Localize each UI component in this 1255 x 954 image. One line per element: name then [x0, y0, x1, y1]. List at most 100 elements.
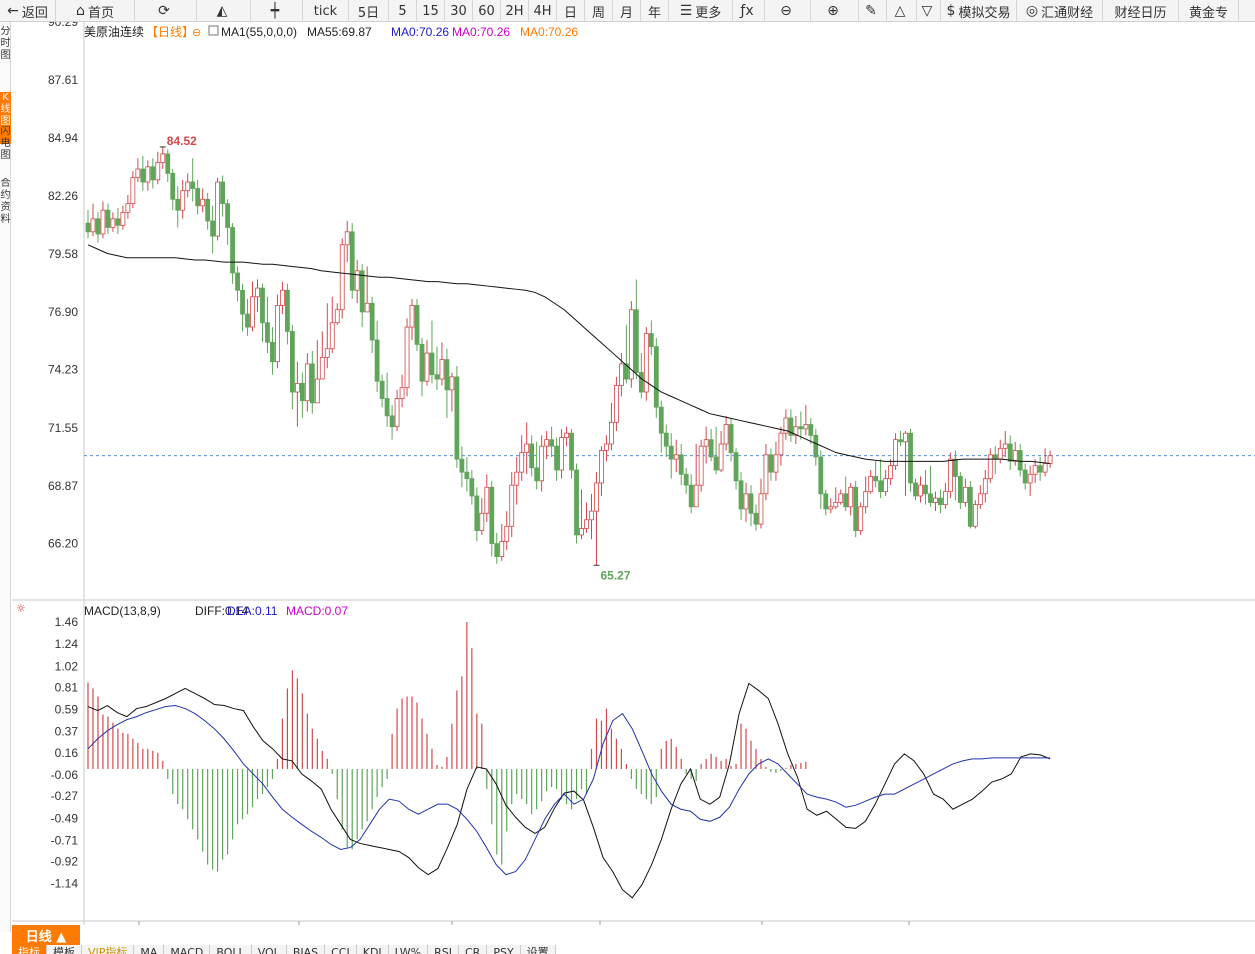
candle-down: [529, 443, 535, 469]
indicator-tab-4[interactable]: MACD: [164, 945, 211, 954]
tab-contract-info[interactable]: 合约资料: [0, 178, 11, 225]
indicator-tab-1[interactable]: 模板: [47, 945, 82, 954]
candle-down: [668, 445, 674, 460]
candle-up: [883, 478, 888, 493]
macd-tick-label-9: -0.49: [51, 811, 79, 825]
toolbar-item-26[interactable]: 财经日历: [1103, 0, 1179, 22]
candle-down: [878, 480, 884, 493]
toolbar-item-9[interactable]: 30: [445, 0, 473, 22]
indicator-tab-3[interactable]: MA: [134, 945, 165, 954]
indicator-tab-9[interactable]: KDJ: [356, 945, 389, 954]
toolbar-item-12[interactable]: 4H: [529, 0, 557, 22]
candle-up: [604, 443, 609, 451]
candle-up: [294, 382, 300, 393]
home-icon: ⌂: [76, 3, 85, 19]
candle-up: [514, 471, 520, 486]
toolbar-item-20[interactable]: ⊕: [811, 0, 859, 22]
indicator-tab-14[interactable]: 设置: [520, 945, 556, 954]
period-selector[interactable]: 日线 ▲: [12, 925, 80, 945]
candle-down: [1022, 469, 1028, 484]
candle-down: [554, 445, 559, 471]
candle-up: [594, 482, 599, 512]
indicator-tab-0[interactable]: 指标: [12, 945, 47, 954]
tab-kline[interactable]: K线图: [0, 92, 11, 144]
candle-down: [414, 305, 420, 345]
candle-down: [818, 456, 824, 495]
macd-tick-label-4: 0.59: [55, 703, 79, 717]
candle-down: [359, 270, 365, 313]
ma-legend-2: MA0:70.26: [391, 25, 449, 39]
toolbar-item-15[interactable]: 月: [613, 0, 641, 22]
candle-down: [569, 432, 574, 471]
toolbar-item-24[interactable]: $ 模拟交易: [941, 0, 1017, 22]
toolbar-item-6[interactable]: 5日: [349, 0, 389, 22]
kline-chart[interactable]: 90.29 87.61 84.94 82.26 79.58 76.90 74.23 71.55…: [12, 22, 1255, 925]
candle-up: [344, 231, 350, 246]
price-tick-label-8: 68.87: [48, 479, 78, 493]
candle-down: [374, 339, 380, 382]
top-toolbar: ← 返回 ⌂ 首页 ⟳ ◭ ┿ tick 5日 5 15 30 60 2H 4H 日周月年 ☰ 更多 ƒx ⊖ ⊕ ✎ △ ▽…: [0, 0, 1255, 22]
indicator-tab-5[interactable]: BOLL: [210, 945, 252, 954]
toolbar-item-22[interactable]: △: [887, 0, 917, 22]
toolbar-item-1[interactable]: ⌂ 首页: [56, 0, 135, 22]
indicator-tab-6[interactable]: VOL: [251, 945, 287, 954]
toolbar-item-7[interactable]: 5: [389, 0, 417, 22]
toolbar-item-0[interactable]: ← 返回: [0, 0, 56, 22]
tab-lightning[interactable]: 闪电图: [0, 126, 11, 161]
toolbar-item-5[interactable]: tick: [303, 0, 349, 22]
toolbar-item-17[interactable]: ☰ 更多: [669, 0, 733, 22]
toolbar-item-13[interactable]: 日: [557, 0, 585, 22]
toolbar-item-4[interactable]: ┿: [251, 0, 303, 22]
toolbar-item-2[interactable]: ⟳: [135, 0, 197, 22]
candle-down: [1007, 443, 1013, 462]
indicator-tab-12[interactable]: CR: [459, 945, 488, 954]
macd-tick-label-6: 0.16: [55, 746, 79, 760]
candle-down: [170, 172, 176, 200]
candle-down: [245, 313, 250, 328]
candle-up: [1042, 463, 1048, 473]
candle-up: [609, 421, 614, 445]
toolbar-item-27[interactable]: 黄金专: [1179, 0, 1239, 22]
candle-up: [364, 302, 370, 313]
toolbar-item-19[interactable]: ⊖: [765, 0, 811, 22]
toolbar-item-10[interactable]: 60: [473, 0, 501, 22]
indicator-tab-2[interactable]: VIP指标: [82, 945, 135, 954]
toolbar-item-11[interactable]: 2H: [501, 0, 529, 22]
price-tick-label-7: 71.55: [48, 421, 78, 435]
toolbar-item-8[interactable]: 15: [417, 0, 445, 22]
price-tick-label-2: 84.94: [48, 131, 78, 145]
candle-up: [524, 443, 530, 454]
indicator-tab-7[interactable]: BIAS: [286, 945, 326, 954]
indicator-tab-8[interactable]: CCI: [325, 945, 357, 954]
toolbar-item-25[interactable]: ◎ 汇通财经: [1017, 0, 1103, 22]
candle-up: [409, 305, 415, 328]
toolbar-label: 年: [647, 5, 661, 21]
toolbar-item-18[interactable]: ƒx: [733, 0, 765, 22]
indicator-tab-13[interactable]: PSY: [487, 945, 521, 954]
macd-legend-0: MACD(13,8,9): [84, 604, 161, 618]
candle-up: [903, 432, 908, 443]
candle-up: [848, 486, 854, 508]
candle-down: [753, 512, 759, 525]
tab-timeshare[interactable]: 分时图: [0, 26, 11, 61]
candle-up: [145, 166, 151, 183]
candle-down: [165, 153, 171, 174]
toolbar-item-16[interactable]: 年: [641, 0, 669, 22]
candle-down: [270, 341, 275, 363]
candle-up: [948, 458, 953, 493]
candle-down: [638, 372, 644, 393]
toolbar-item-3[interactable]: ◭: [197, 0, 251, 22]
indicator-tab-11[interactable]: RSI: [428, 945, 459, 954]
macd-legend-3: MACD:0.07: [286, 604, 348, 618]
left-view-tabs: 分时图 K线图 闪电图 合约资料: [0, 22, 11, 932]
bottom-bar: 日线 ▲ 指标 模板 VIP指标 MA MACD BOLL VOL BIAS CCI KDJ LW%…: [0, 925, 1255, 954]
indicator-tab-10[interactable]: LW%: [388, 945, 429, 954]
candle-up: [793, 426, 799, 436]
candle-up: [693, 484, 699, 508]
toolbar-label: 日: [563, 5, 577, 21]
toolbar-item-21[interactable]: ✎: [859, 0, 887, 22]
toolbar-item-14[interactable]: 周: [585, 0, 613, 22]
candle-down: [913, 482, 918, 497]
toolbar-item-23[interactable]: ▽: [917, 0, 941, 22]
price-tick-label-0: 90.29: [48, 22, 78, 29]
